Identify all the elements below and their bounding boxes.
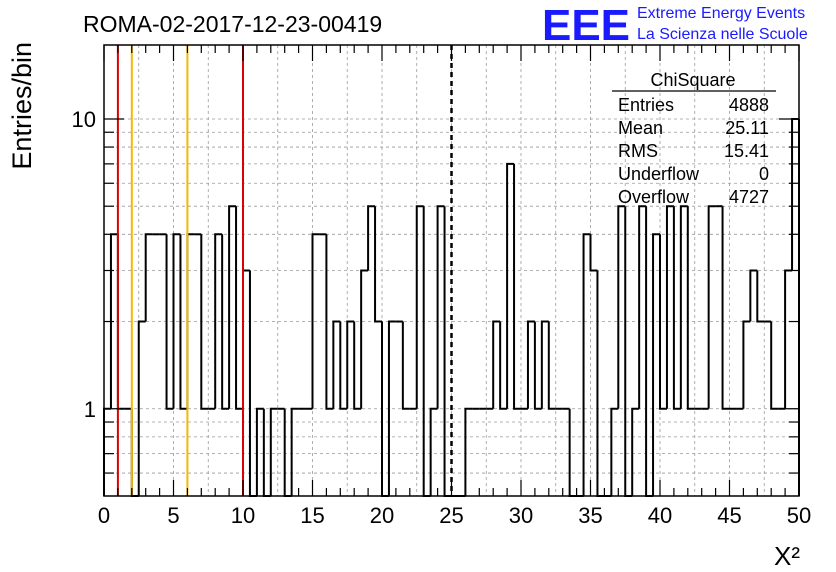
chart-title: ROMA-02-2017-12-23-00419 xyxy=(83,11,382,37)
x-tick-label: 35 xyxy=(578,503,602,528)
histogram-bin xyxy=(255,407,264,496)
histogram-bin xyxy=(707,205,716,409)
histogram-bin xyxy=(589,234,598,272)
stats-box: ChiSquare Entries 4888 Mean 25.11 RMS 15.41 Un… xyxy=(612,70,776,207)
histogram-bin xyxy=(346,320,355,409)
histogram-bin xyxy=(429,407,438,496)
x-tick-label: 0 xyxy=(98,503,110,528)
histogram-bin xyxy=(165,234,174,410)
histogram-bin xyxy=(672,206,681,410)
histogram-bin xyxy=(422,206,431,497)
histogram-bin xyxy=(749,269,758,322)
stats-value: 25.11 xyxy=(725,118,769,138)
histogram-bin xyxy=(617,205,626,409)
histogram-bin xyxy=(526,320,535,409)
histogram-bin xyxy=(235,206,243,410)
logo-line1: Extreme Energy Events xyxy=(637,5,805,22)
histogram-bin xyxy=(311,233,320,409)
histogram-bin xyxy=(665,205,674,409)
histogram-bin xyxy=(721,206,730,410)
stats-value: 15.41 xyxy=(724,141,769,161)
histogram-bin xyxy=(374,206,382,323)
stats-value: 4888 xyxy=(729,95,769,115)
histogram-bin xyxy=(387,320,396,496)
histogram-bin xyxy=(401,321,410,410)
stats-label: Underflow xyxy=(618,164,700,184)
x-tick-label: 15 xyxy=(300,503,324,528)
logo-line2: La Scienza nelle Scuole xyxy=(637,26,808,43)
histogram-bin xyxy=(415,205,424,409)
histogram-bin xyxy=(214,233,223,409)
histogram-bin xyxy=(332,320,341,409)
histogram-bin xyxy=(652,233,660,496)
histogram-bin xyxy=(499,321,508,410)
histogram-bin xyxy=(506,162,515,409)
histogram-bin xyxy=(513,163,521,410)
histogram-bin xyxy=(492,320,501,409)
histogram-bin xyxy=(221,234,230,410)
stats-value: 0 xyxy=(759,164,769,184)
histogram-bin xyxy=(360,269,369,409)
histogram-bin xyxy=(638,205,647,409)
stats-value: 4727 xyxy=(729,187,769,207)
histogram-bin xyxy=(659,234,667,410)
histogram-bin xyxy=(269,407,278,496)
histogram-bin xyxy=(791,117,799,271)
histogram-bin xyxy=(290,407,299,496)
histogram-bin xyxy=(596,270,605,497)
x-tick-label: 20 xyxy=(370,503,394,528)
stats-label: Entries xyxy=(618,95,674,115)
histogram-bin xyxy=(645,206,654,497)
y-axis: 1 10 xyxy=(72,107,799,474)
histogram-bin xyxy=(582,233,591,496)
reference-lines xyxy=(116,45,453,496)
x-tick-label: 30 xyxy=(509,503,533,528)
eee-logo: EEE Extreme Energy Events La Scienza nel… xyxy=(542,1,808,50)
histogram-bin xyxy=(547,321,556,410)
histogram-bin xyxy=(200,234,209,410)
x-tick-label: 10 xyxy=(231,503,255,528)
histogram-bin xyxy=(172,233,181,409)
x-tick-label: 45 xyxy=(717,503,741,528)
x-tick-label: 5 xyxy=(167,503,179,528)
histogram-bin xyxy=(228,205,237,409)
histogram-bin xyxy=(631,407,640,496)
stats-label: Overflow xyxy=(618,187,690,207)
x-axis-label: X² xyxy=(774,541,800,571)
histogram-bin xyxy=(756,270,765,323)
histogram-bin xyxy=(242,269,250,409)
x-axis: 0 5 10 15 20 25 30 35 40 45 50 xyxy=(98,45,811,528)
x-tick-label: 50 xyxy=(787,503,811,528)
histogram-bin xyxy=(325,234,334,410)
logo-mark: EEE xyxy=(542,1,630,50)
histogram-bin xyxy=(784,269,793,409)
histogram-bin xyxy=(624,206,633,497)
histogram-bin xyxy=(144,233,153,322)
x-tick-label: 40 xyxy=(648,503,672,528)
histogram-bin xyxy=(679,205,688,409)
histogram-bin xyxy=(436,205,445,409)
y-tick-label: 10 xyxy=(72,107,96,132)
histogram-bin xyxy=(686,206,695,410)
histogram-bin xyxy=(742,320,751,409)
histogram-bin xyxy=(339,321,348,410)
histogram-bin xyxy=(770,321,779,410)
histogram-bin xyxy=(367,205,376,271)
stats-label: Mean xyxy=(618,118,663,138)
histogram-bin xyxy=(248,270,257,497)
stats-title: ChiSquare xyxy=(650,70,735,90)
y-axis-label: Entries/bin xyxy=(7,42,37,170)
histogram-bin xyxy=(540,320,549,409)
histogram-bin xyxy=(464,407,473,496)
x-tick-label: 25 xyxy=(439,503,463,528)
histogram-bin xyxy=(353,321,362,410)
histogram-bin xyxy=(137,320,146,496)
histogram-bin xyxy=(533,321,542,410)
histogram-bin xyxy=(610,407,619,496)
histogram-bin xyxy=(179,234,188,410)
y-tick-label: 1 xyxy=(84,397,96,422)
stats-label: RMS xyxy=(618,141,658,161)
